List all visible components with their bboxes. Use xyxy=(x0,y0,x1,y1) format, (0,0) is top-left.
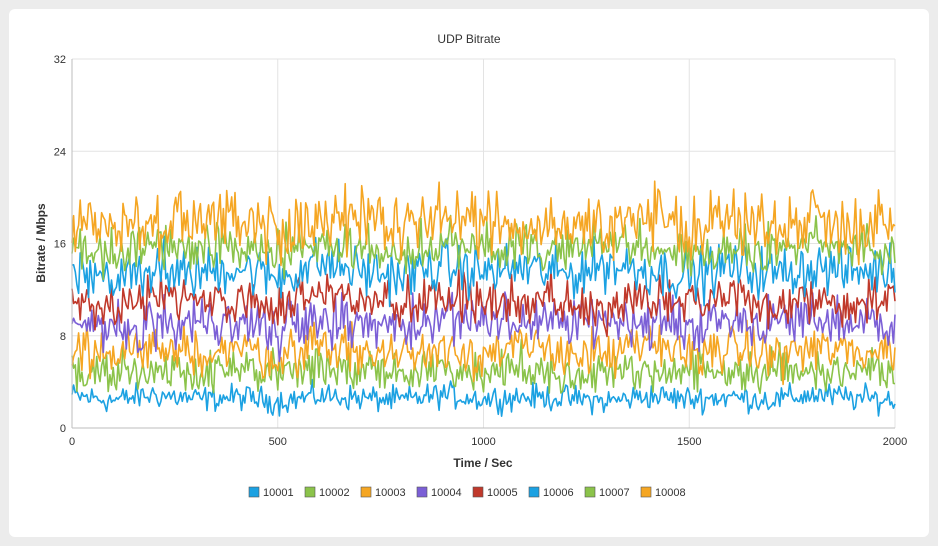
legend-item-10002[interactable]: 10002 xyxy=(304,486,350,499)
legend-swatch xyxy=(584,486,596,498)
series-line-10003 xyxy=(71,319,896,386)
legend: 10001 10002 10003 10004 10005 10006 10007 10008 xyxy=(248,486,686,499)
legend-label: 10001 xyxy=(263,487,294,499)
series-lines xyxy=(71,180,896,418)
legend-label: 10003 xyxy=(375,487,406,499)
legend-label: 10002 xyxy=(319,487,350,499)
legend-label: 10005 xyxy=(487,487,518,499)
legend-swatch xyxy=(416,486,428,498)
legend-swatch xyxy=(640,486,652,498)
legend-item-10006[interactable]: 10006 xyxy=(528,486,574,499)
legend-item-10007[interactable]: 10007 xyxy=(584,486,630,499)
series-line-10002 xyxy=(71,338,896,395)
udp-bitrate-chart: 0 8 16 24 32 0 500 1000 1500 2000 UDP Bitrate Tim… xyxy=(34,32,907,499)
series-line-10001 xyxy=(71,378,896,418)
series-line-10005 xyxy=(71,268,896,338)
legend-item-10003[interactable]: 10003 xyxy=(360,486,406,499)
legend-swatch xyxy=(360,486,372,498)
legend-swatch xyxy=(472,486,484,498)
axes: 0 8 16 24 32 0 500 1000 1500 2000 xyxy=(54,54,907,448)
y-tick-label: 0 xyxy=(60,423,66,435)
legend-label: 10006 xyxy=(543,487,574,499)
series-line-10004 xyxy=(71,291,896,363)
x-tick-label: 500 xyxy=(269,436,287,448)
x-tick-label: 1500 xyxy=(677,436,701,448)
chart-card: 0 8 16 24 32 0 500 1000 1500 2000 UDP Bitrate Tim… xyxy=(9,9,929,537)
legend-swatch xyxy=(304,486,316,498)
legend-item-10001[interactable]: 10001 xyxy=(248,486,294,499)
x-axis-label: Time / Sec xyxy=(453,456,512,470)
legend-swatch xyxy=(528,486,540,498)
legend-label: 10007 xyxy=(599,487,630,499)
y-tick-label: 16 xyxy=(54,239,66,251)
legend-item-10005[interactable]: 10005 xyxy=(472,486,518,499)
chart-title: UDP Bitrate xyxy=(437,32,500,46)
y-tick-label: 8 xyxy=(60,331,66,343)
series-line-10008 xyxy=(71,180,896,267)
y-tick-label: 24 xyxy=(54,146,66,158)
legend-swatch xyxy=(248,486,260,498)
y-tick-label: 32 xyxy=(54,54,66,66)
legend-label: 10008 xyxy=(655,487,686,499)
legend-label: 10004 xyxy=(431,487,462,499)
x-tick-label: 1000 xyxy=(471,436,495,448)
legend-item-10004[interactable]: 10004 xyxy=(416,486,462,499)
y-axis-label: Bitrate / Mbps xyxy=(34,203,48,283)
x-tick-label: 2000 xyxy=(883,436,907,448)
legend-item-10008[interactable]: 10008 xyxy=(640,486,686,499)
series-line-10007 xyxy=(71,214,896,281)
x-tick-label: 0 xyxy=(69,436,75,448)
series-line-10006 xyxy=(71,235,896,308)
